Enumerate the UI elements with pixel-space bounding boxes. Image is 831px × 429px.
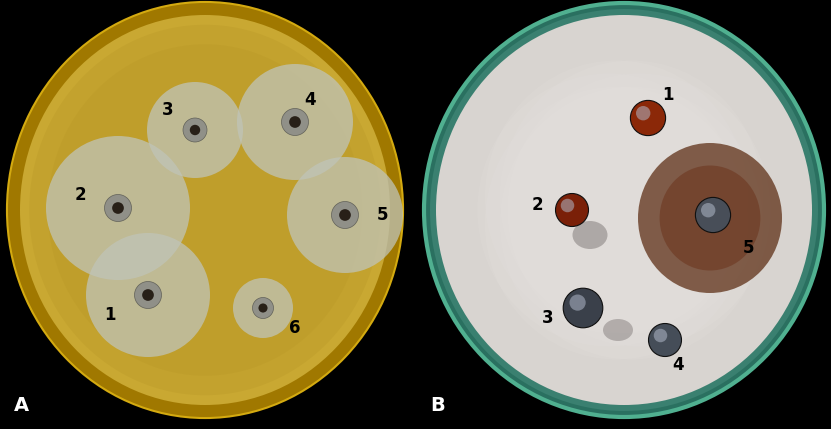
Circle shape (135, 281, 161, 308)
Text: B: B (430, 396, 445, 415)
Circle shape (648, 323, 681, 356)
Text: 1: 1 (662, 86, 674, 104)
Ellipse shape (20, 15, 390, 405)
Ellipse shape (147, 82, 243, 178)
Ellipse shape (29, 25, 381, 395)
Text: 3: 3 (542, 309, 553, 327)
Circle shape (701, 203, 715, 218)
Circle shape (112, 202, 124, 214)
Circle shape (253, 297, 273, 318)
Ellipse shape (638, 143, 782, 293)
Ellipse shape (8, 3, 402, 417)
Circle shape (339, 209, 351, 221)
Circle shape (654, 329, 667, 342)
Ellipse shape (47, 44, 362, 376)
Ellipse shape (46, 136, 190, 280)
Circle shape (696, 197, 730, 233)
Ellipse shape (477, 73, 740, 347)
Ellipse shape (430, 9, 818, 411)
Ellipse shape (500, 87, 763, 360)
Ellipse shape (500, 60, 763, 333)
Circle shape (561, 199, 574, 212)
Ellipse shape (660, 166, 760, 271)
Text: 2: 2 (531, 196, 543, 214)
Text: 4: 4 (672, 356, 684, 374)
Ellipse shape (12, 7, 398, 413)
Ellipse shape (86, 233, 210, 357)
Circle shape (189, 125, 200, 135)
Text: A: A (14, 396, 29, 415)
Circle shape (636, 106, 651, 121)
Ellipse shape (424, 3, 824, 417)
Ellipse shape (287, 157, 403, 273)
Text: 5: 5 (376, 206, 388, 224)
Ellipse shape (485, 87, 748, 360)
Circle shape (555, 193, 588, 227)
Circle shape (569, 294, 586, 311)
Circle shape (332, 202, 358, 229)
Text: 2: 2 (74, 186, 86, 204)
Ellipse shape (237, 64, 353, 180)
Circle shape (631, 100, 666, 136)
Ellipse shape (16, 11, 394, 409)
Ellipse shape (485, 60, 748, 333)
Text: 1: 1 (104, 306, 116, 324)
Text: 6: 6 (289, 319, 301, 337)
Circle shape (258, 303, 268, 313)
Circle shape (105, 194, 131, 221)
Ellipse shape (603, 319, 633, 341)
Ellipse shape (508, 73, 770, 347)
Text: 4: 4 (304, 91, 316, 109)
Circle shape (183, 118, 207, 142)
Circle shape (142, 289, 154, 301)
Text: 5: 5 (742, 239, 754, 257)
Circle shape (563, 288, 602, 328)
Ellipse shape (233, 278, 293, 338)
Ellipse shape (8, 3, 402, 417)
Ellipse shape (573, 221, 607, 249)
Circle shape (289, 116, 301, 128)
Ellipse shape (436, 15, 812, 405)
Circle shape (282, 109, 308, 136)
Text: 3: 3 (162, 101, 174, 119)
